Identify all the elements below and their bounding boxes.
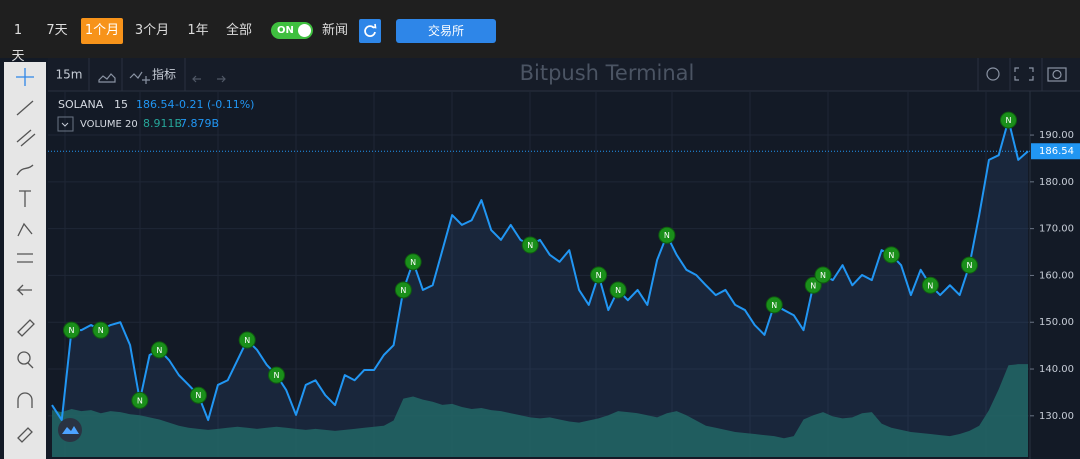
- exchange-button[interactable]: 交易所: [396, 19, 496, 43]
- chart: 15m 指标 Bitpush Terminal 130.00 140.00 150.…: [0, 58, 1080, 459]
- range-button[interactable]: 1年: [187, 23, 209, 38]
- news-marker-label: N: [820, 271, 826, 280]
- watermark: Bitpush Terminal: [520, 61, 695, 85]
- last-price-tag: [1031, 143, 1080, 160]
- plot: 130.00 140.00 150.00 160.00 170.00 180.00 190.…: [48, 92, 1080, 458]
- y-tick-label: 180.00: [1039, 177, 1074, 188]
- news-marker: [960, 256, 978, 274]
- y-tick-label: 130.00: [1039, 411, 1074, 422]
- y-tick-label: 160.00: [1039, 270, 1074, 281]
- news-marker-label: N: [810, 281, 816, 290]
- volume-ma: 7.879B: [180, 117, 219, 130]
- legend-toggle[interactable]: [57, 116, 74, 132]
- legend-change: -0.21 (-0.11%): [175, 98, 254, 111]
- price-area: [52, 120, 1028, 458]
- news-marker: [590, 266, 608, 284]
- drawing-toolbar: [4, 62, 46, 459]
- news-marker-label: N: [195, 391, 201, 400]
- price-line: [51, 119, 1029, 422]
- news-marker: [882, 246, 900, 264]
- top-bar: [0, 0, 1080, 58]
- news-marker: [394, 281, 412, 299]
- range-button[interactable]: 1个月: [81, 18, 123, 44]
- news-marker-label: N: [527, 241, 533, 250]
- news-marker: [131, 391, 149, 409]
- news-marker: [150, 341, 168, 359]
- volume-value: 8.911B: [143, 117, 182, 130]
- news-marker: [921, 276, 939, 294]
- news-marker: [999, 111, 1017, 129]
- y-tick-label: 150.00: [1039, 317, 1074, 328]
- news-marker-label: N: [615, 286, 621, 295]
- news-label: 新闻: [322, 23, 349, 38]
- range-button[interactable]: 7天: [46, 23, 68, 38]
- news-marker-label: N: [664, 231, 670, 240]
- volume-area: [52, 364, 1028, 457]
- news-marker-label: N: [410, 258, 416, 267]
- legend-price: 186.54: [136, 98, 175, 111]
- y-tick-label: 170.00: [1039, 224, 1074, 235]
- refresh-button[interactable]: [359, 19, 381, 43]
- legend-interval: 15: [114, 98, 128, 111]
- news-marker-label: N: [888, 251, 894, 260]
- news-marker: [814, 266, 832, 284]
- news-marker-label: N: [771, 301, 777, 310]
- chart-bg: [0, 58, 1080, 459]
- legend: SOLANA 15 186.54 -0.21 (-0.11%) VOLUME 2…: [57, 98, 254, 132]
- news-marker-label: N: [273, 371, 279, 380]
- news-marker: [658, 226, 676, 244]
- news-marker: [189, 386, 207, 404]
- news-marker: [804, 276, 822, 294]
- news-marker-label: N: [137, 396, 143, 405]
- news-marker-label: N: [69, 326, 75, 335]
- news-marker-label: N: [596, 271, 602, 280]
- indicators-button[interactable]: 指标: [152, 67, 176, 82]
- news-marker-label: N: [1005, 116, 1011, 125]
- news-marker: [238, 331, 256, 349]
- toggle-text: ON: [277, 25, 294, 36]
- news-marker-label: N: [400, 286, 406, 295]
- tool-icons: [16, 68, 36, 443]
- range-button[interactable]: 1天: [11, 23, 25, 64]
- interval-button[interactable]: 15m: [56, 68, 83, 82]
- news-marker: [267, 366, 285, 384]
- news-toggle[interactable]: ON: [271, 22, 313, 39]
- range-button[interactable]: 3个月: [134, 23, 170, 38]
- news-marker-label: N: [98, 326, 104, 335]
- news-marker: [765, 296, 783, 314]
- refresh-icon: [364, 23, 377, 37]
- news-marker: [404, 253, 422, 271]
- chart-toolbar: [48, 58, 1080, 91]
- news-marker: [521, 236, 539, 254]
- news-marker: [63, 321, 81, 339]
- toolbar-icons: [98, 67, 1067, 84]
- news-marker-label: N: [244, 336, 250, 345]
- legend-toggle-icon: [61, 122, 69, 127]
- news-marker-label: N: [927, 281, 933, 290]
- news-marker-label: N: [156, 346, 162, 355]
- y-tick-label: 140.00: [1039, 364, 1074, 375]
- legend-symbol: SOLANA: [58, 98, 104, 111]
- y-tick-label: 190.00: [1039, 130, 1074, 141]
- last-price-label: 186.54: [1039, 146, 1074, 157]
- news-marker: [609, 281, 627, 299]
- news-marker: [92, 321, 110, 339]
- news-marker-label: N: [966, 261, 972, 270]
- range-button[interactable]: 全部: [225, 23, 252, 38]
- logo-icon: [62, 426, 79, 434]
- volume-label: VOLUME 20: [80, 119, 138, 130]
